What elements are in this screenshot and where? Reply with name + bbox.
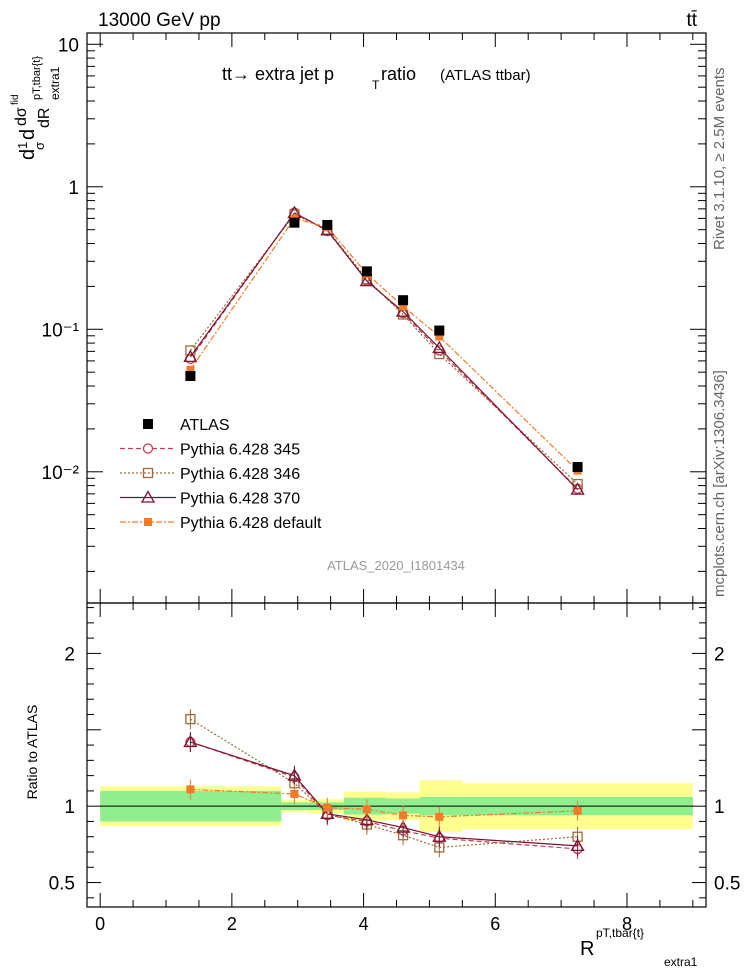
main-panel: 10 1 10⁻¹ 10⁻²	[42, 32, 707, 604]
ratio-point	[399, 811, 408, 820]
series-point	[395, 304, 411, 317]
ratio-point	[287, 768, 302, 781]
ratio-point	[323, 803, 332, 812]
ratio-point	[359, 812, 374, 826]
watermark: ATLAS_2020_I1801434	[327, 558, 465, 573]
data-point	[398, 295, 409, 306]
y-axis-label-main: d 1 σ d dσ fid dR pT,tbar{t} extra1	[10, 56, 62, 160]
ratio-frame	[86, 602, 707, 908]
ratio-y-tick-label-right: 1	[714, 797, 725, 818]
ylabel-dsigma: dσ	[13, 107, 30, 126]
x-tick-label: 4	[359, 914, 369, 934]
legend-label: Pythia 6.428 346	[180, 466, 300, 483]
ratio-y-tick-label: 0.5	[49, 874, 75, 895]
data-point	[572, 462, 583, 473]
legend-label: Pythia 6.428 370	[180, 491, 300, 508]
x-tick-label: 0	[95, 914, 105, 934]
ratio-point	[290, 789, 299, 798]
y-tick-label: 1	[68, 178, 79, 199]
xlabel-sub: extra1	[664, 955, 698, 969]
ratio-y-tick-label: 2	[64, 644, 75, 665]
legend-label: Pythia 6.428 345	[180, 442, 300, 459]
y-axis-label-ratio: Ratio to ATLAS	[24, 705, 40, 800]
ratio-panel: 0.5 0.5 1 1 2 2	[49, 602, 740, 908]
ratio-point	[185, 713, 196, 725]
ratio-point	[320, 806, 335, 819]
data-point	[185, 371, 196, 382]
ylabel-sigma: σ	[32, 142, 47, 150]
y-tick-label: 10⁻²	[42, 463, 80, 484]
plot-title: tt→ extra jet p T ratio (ATLAS ttbar)	[222, 64, 531, 92]
ratio-point	[362, 805, 371, 814]
legend-label: ATLAS	[180, 417, 230, 434]
plot-title-tail: ratio	[381, 64, 416, 84]
ratio-point	[186, 785, 195, 794]
ylabel-sup: pT,tbar{t}	[31, 56, 43, 100]
ratio-point	[395, 820, 411, 833]
header-right: tt̄	[686, 10, 697, 31]
legend: ATLAS Pythia 6.428 345 Pythia 6.428 346 Pyt…	[120, 417, 322, 532]
data-point	[434, 325, 445, 336]
ylabel-one: 1	[15, 142, 30, 149]
header-left: 13000 GeV pp	[98, 10, 221, 31]
series-line	[189, 212, 579, 491]
legend-marker	[142, 467, 154, 479]
xlabel-main: R	[580, 938, 594, 960]
data-point	[322, 219, 333, 230]
plot-title-small: (ATLAS ttbar)	[440, 67, 531, 84]
legend-marker	[142, 443, 154, 454]
plot-title-sub: T	[372, 78, 380, 92]
ratio-point	[435, 812, 444, 821]
ratio-point	[432, 829, 447, 842]
ratio-point	[183, 734, 198, 748]
ylabel-fid: fid	[10, 94, 21, 105]
ratio-y-tick-label-right: 2	[714, 644, 725, 665]
legend-marker	[143, 419, 153, 429]
ratio-point	[573, 806, 582, 815]
x-tick-label: 8	[622, 914, 632, 934]
xlabel-sup: pT,tbar{t}	[596, 926, 644, 940]
legend-marker	[144, 518, 152, 526]
svg-text:tt→ extra jet p: tt→ extra jet p	[222, 64, 334, 84]
plot-title-main: tt→ extra jet p	[222, 64, 334, 84]
ylabel-d2: d	[17, 129, 39, 140]
series-point	[432, 340, 447, 354]
y-tick-label: 10	[58, 35, 79, 56]
rivet-label: Rivet 3.1.10, ≥ 2.5M events	[711, 68, 728, 251]
series-point	[186, 365, 195, 374]
ratio-point	[570, 838, 585, 852]
ylabel-dR: dR	[36, 108, 53, 128]
series-point	[572, 478, 583, 490]
series-point	[434, 348, 445, 360]
ratio-y-tick-label: 1	[64, 797, 75, 818]
legend-label: Pythia 6.428 default	[180, 515, 322, 532]
series-point	[399, 302, 408, 311]
mcplots-label: mcplots.cern.ch [arXiv:1306.3436]	[711, 370, 728, 597]
data-point	[289, 217, 300, 228]
series-line	[189, 217, 579, 471]
ylabel-d: d	[17, 149, 39, 160]
series-point	[359, 273, 374, 287]
data-point	[361, 266, 372, 277]
ylabel-sub: extra1	[48, 66, 62, 100]
ratio-y-tick-label-right: 0.5	[714, 874, 740, 895]
x-tick-label: 2	[227, 914, 237, 934]
series-point	[435, 332, 444, 341]
series-point	[570, 482, 585, 495]
x-axis-label: R pT,tbar{t} extra1	[580, 926, 698, 969]
y-tick-label: 10⁻¹	[42, 320, 80, 341]
x-tick-label: 6	[490, 914, 500, 934]
legend-marker	[140, 490, 156, 503]
series-point	[183, 349, 198, 363]
